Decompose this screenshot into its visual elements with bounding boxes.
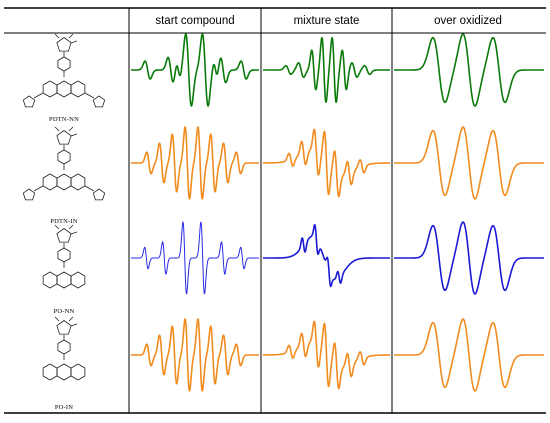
epr-trace-r4-c3: [393, 318, 545, 392]
epr-trace-r3-c2: [262, 223, 391, 288]
methyl-1-r1: [54, 33, 60, 39]
epr-trace-r2-c1: [130, 126, 260, 200]
thienyl-link-right-r2: [84, 185, 95, 192]
epr-trace-r3-c3: [393, 221, 545, 295]
compound-label-1: PDTN-NN: [49, 116, 79, 123]
core-right-ring-r1: [70, 80, 86, 98]
epr-trace-r1-c3: [393, 33, 545, 107]
n-oxide-r3: [70, 231, 78, 235]
n-oxide-r1: [70, 40, 78, 44]
column-header-mixture: mixture state: [293, 15, 360, 27]
column-header-start: start compound: [155, 15, 235, 27]
compound-label-4: PO-IN: [54, 404, 74, 411]
thienyl-link-left-r1: [33, 92, 44, 99]
thienyl-link-right-r1: [84, 92, 95, 99]
n-oxide-r4: [70, 323, 78, 327]
compound-label-2: PDTN-IN: [50, 218, 78, 225]
epr-trace-r2-c3: [393, 126, 545, 200]
radical-ring-r2: [56, 130, 72, 145]
core-right-ring-r3: [70, 271, 86, 289]
radical-ring-r1: [56, 37, 72, 52]
thiophene-left-r1: [22, 95, 36, 108]
thiophene-right-r2: [92, 188, 106, 201]
methyl-1-r2: [54, 126, 60, 132]
n-oxide-r2: [70, 133, 78, 137]
methyl-2-r1: [68, 33, 74, 39]
epr-trace-r1-c2: [262, 36, 391, 104]
radical-ring-r3: [56, 228, 72, 243]
epr-trace-r3-c1: [130, 221, 260, 295]
methyl-1-r3: [54, 224, 60, 230]
compound-label-3: PO-NN: [53, 308, 75, 315]
core-right-ring-r4: [70, 363, 86, 381]
epr-trace-r2-c2: [262, 128, 391, 198]
thiophene-right-r1: [92, 95, 106, 108]
core-right-ring-r2: [70, 173, 86, 191]
methyl-2-r3: [68, 224, 74, 230]
methyl-2-r2: [68, 126, 74, 132]
epr-trace-r4-c2: [262, 320, 391, 390]
methyl-2-r4: [68, 316, 74, 322]
epr-trace-r1-c1: [130, 33, 260, 107]
column-header-over: over oxidized: [434, 15, 502, 27]
methyl-1-r4: [54, 316, 60, 322]
thiophene-left-r2: [22, 188, 36, 201]
thienyl-link-left-r2: [33, 185, 44, 192]
radical-ring-r4: [56, 320, 72, 335]
epr-trace-r4-c1: [130, 318, 260, 392]
